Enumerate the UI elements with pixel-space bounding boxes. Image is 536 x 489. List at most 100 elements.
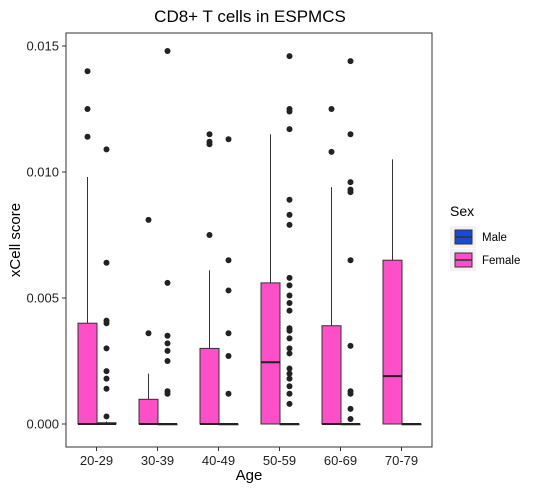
outlier-point [206,131,213,138]
x-tick-label: 50-59 [263,453,296,468]
outlier-point [347,415,354,422]
x-axis: 20-29 30-39 40-49 50-59 60-69 70-79 [80,447,418,468]
plot-panel [65,32,433,448]
outlier-point [347,405,354,412]
outlier-point [286,221,293,228]
outlier-point [347,257,354,264]
outlier-point [164,332,171,339]
outlier-point [347,179,354,186]
y-tick-label: 0.015 [26,39,59,54]
outlier-point [328,106,335,112]
outlier-point [84,133,91,140]
outlier-point [164,48,171,55]
outlier-point [103,375,110,382]
x-axis-title: Age [236,467,263,484]
box-iqr [77,322,98,425]
outlier-point [164,340,171,347]
outlier-point [286,300,293,307]
outlier-point [286,126,293,133]
outlier-point [164,279,171,286]
outlier-point [206,232,213,238]
outlier-point [286,375,293,382]
box-male-70-79 [401,423,422,426]
outlier-point [286,282,293,289]
box-female-70-79 [382,159,403,425]
outlier-point [164,358,171,364]
boxes-layer [77,134,422,426]
legend-label-male: Male [482,232,507,244]
outlier-point [347,189,354,196]
box-female-40-49 [199,270,220,425]
y-tick-label: 0.005 [26,291,59,306]
outlier-point [347,342,354,349]
outlier-point [206,141,213,148]
outlier-point [164,390,171,397]
box-female-60-69 [321,187,342,425]
box-female-50-59 [260,134,281,425]
outlier-point [328,148,335,155]
outlier-point [286,108,293,115]
outlier-point [103,345,110,352]
box-iqr [199,347,220,425]
outlier-point [103,413,110,420]
outliers-layer [84,48,354,422]
x-tick-label: 20-29 [80,453,113,468]
outlier-point [286,327,293,334]
outlier-point [286,400,293,407]
outlier-point [225,390,232,397]
outlier-point [286,383,293,390]
box-iqr [382,259,403,425]
outlier-point [286,274,293,281]
box-male-50-59 [279,423,300,426]
box-iqr [321,325,342,425]
y-tick-label: 0.010 [26,165,59,180]
outlier-point [286,350,293,357]
outlier-point [103,146,110,153]
outlier-point [164,347,171,354]
outlier-point [84,106,91,112]
x-tick-label: 40-49 [202,453,235,468]
outlier-point [286,292,293,299]
outlier-point [225,136,232,143]
outlier-point [347,390,354,397]
outlier-point [347,131,354,138]
legend-label-female: Female [482,255,520,267]
outlier-point [286,196,293,203]
outlier-point [225,257,232,264]
x-tick-label: 60-69 [324,453,357,468]
outlier-point [103,320,110,327]
y-axis: 0.000 0.005 0.010 0.015 [26,39,66,432]
outlier-point [286,211,293,218]
x-tick-label: 70-79 [385,453,418,468]
outlier-point [103,385,110,392]
legend: Sex Male Female [450,203,520,271]
x-tick-label: 30-39 [141,453,174,468]
chart-title: CD8+ T cells in ESPMCS [154,7,346,26]
outlier-point [145,216,152,223]
outlier-point [286,345,293,352]
outlier-point [286,365,293,372]
outlier-point [103,259,110,266]
box-male-40-49 [218,423,239,426]
y-axis-title: xCell score [7,203,24,277]
outlier-point [225,352,232,359]
outlier-point [145,330,152,337]
outlier-point [286,307,293,314]
outlier-point [286,335,293,342]
box-female-30-39 [138,373,159,425]
outlier-point [103,368,110,375]
outlier-point [347,58,354,65]
box-iqr [260,282,281,425]
box-male-30-39 [157,423,178,426]
outlier-point [84,68,91,75]
box-iqr [138,398,159,425]
legend-title: Sex [450,203,474,219]
box-male-60-69 [340,423,361,426]
outlier-point [225,287,232,294]
y-tick-label: 0.000 [26,417,59,432]
outlier-point [286,390,293,397]
box-female-20-29 [77,177,98,425]
outlier-point [225,330,232,337]
outlier-point [286,53,293,60]
